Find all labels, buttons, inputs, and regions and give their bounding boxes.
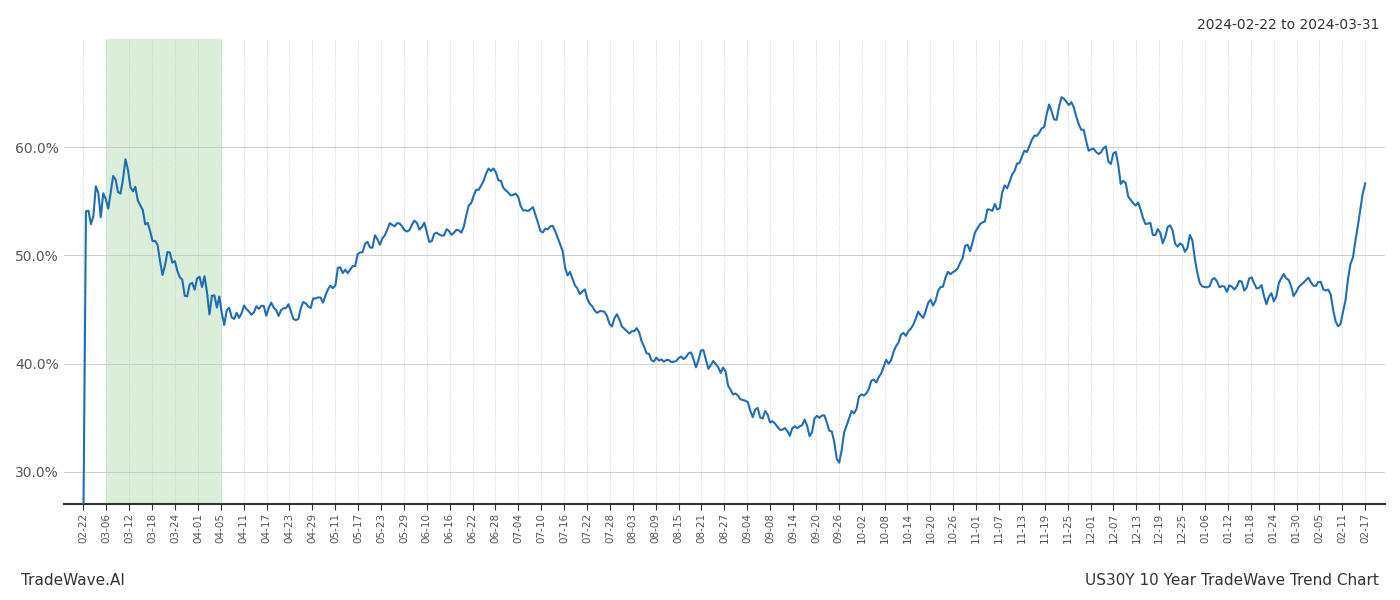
Text: TradeWave.AI: TradeWave.AI: [21, 573, 125, 588]
Bar: [106, 39, 221, 505]
Text: US30Y 10 Year TradeWave Trend Chart: US30Y 10 Year TradeWave Trend Chart: [1085, 573, 1379, 588]
Text: 2024-02-22 to 2024-03-31: 2024-02-22 to 2024-03-31: [1197, 18, 1379, 32]
